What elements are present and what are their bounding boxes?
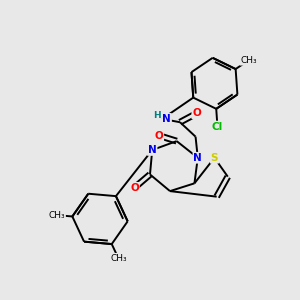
Text: O: O — [192, 108, 201, 118]
Text: O: O — [154, 130, 163, 141]
Text: H: H — [153, 111, 160, 120]
Text: S: S — [211, 153, 218, 163]
Text: N: N — [148, 145, 157, 155]
Text: N: N — [194, 153, 202, 163]
Text: N: N — [162, 114, 171, 124]
Text: O: O — [130, 183, 139, 193]
Text: CH₃: CH₃ — [49, 211, 65, 220]
Text: Cl: Cl — [212, 122, 223, 132]
Text: CH₃: CH₃ — [110, 254, 127, 263]
Text: CH₃: CH₃ — [240, 56, 257, 65]
